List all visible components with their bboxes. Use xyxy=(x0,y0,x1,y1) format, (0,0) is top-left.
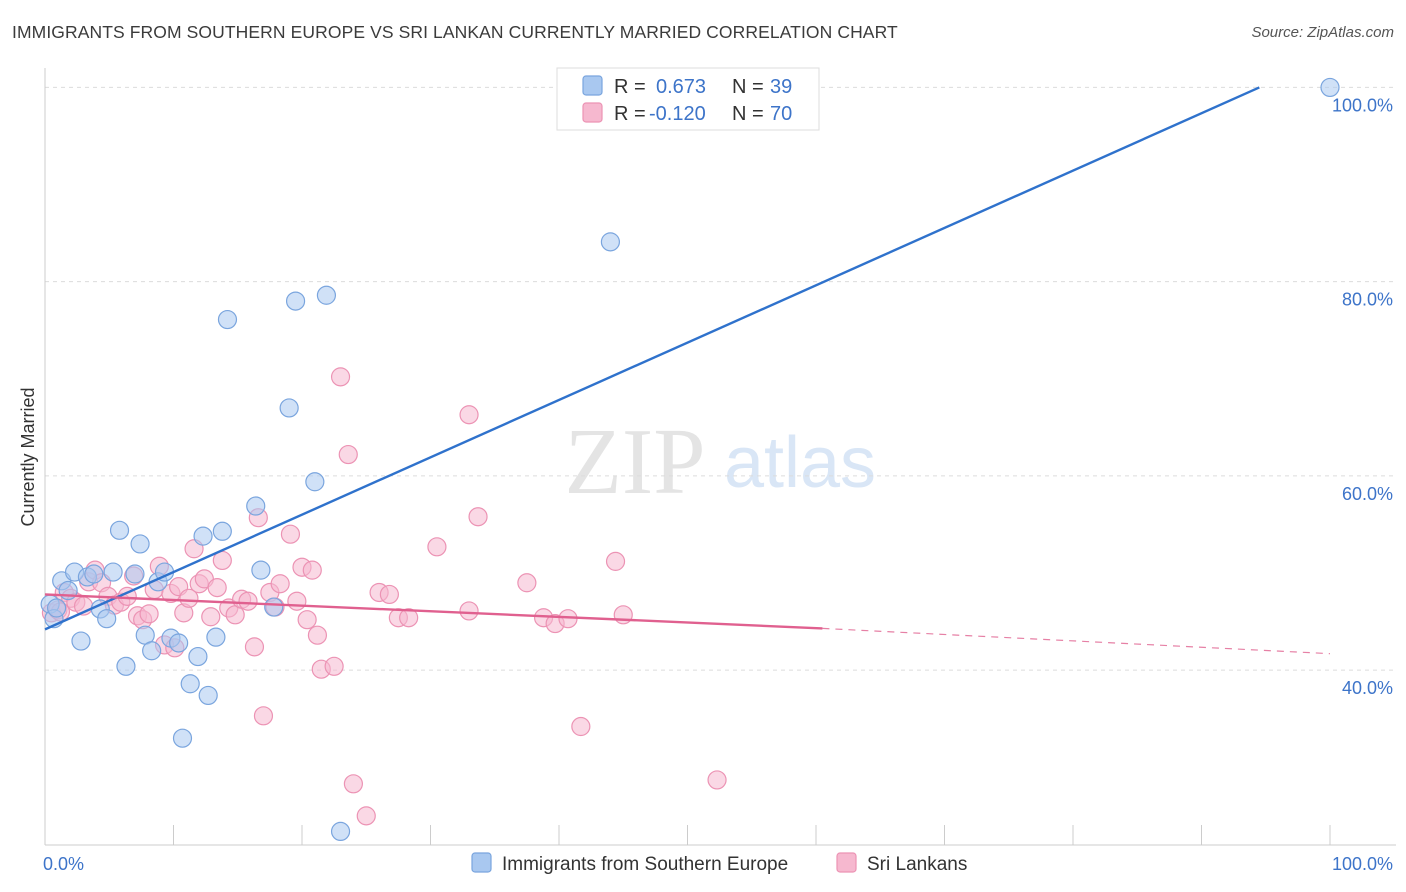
point-sri-lankan-51 xyxy=(343,774,363,794)
bottom-legend: Immigrants from Southern Europe Sri Lank… xyxy=(471,852,967,875)
point-southern-europe-8 xyxy=(84,564,104,584)
watermark-atlas: atlas xyxy=(724,423,876,503)
point-sri-lankan-34 xyxy=(238,591,258,611)
x-tick-labels: 0.0% 100.0% xyxy=(43,854,1393,874)
data-points xyxy=(40,77,1340,842)
top-legend-n-label-pink: N = xyxy=(732,103,764,125)
grid xyxy=(45,86,1396,671)
point-sri-lankan-29 xyxy=(207,578,227,598)
point-sri-lankan-35 xyxy=(244,637,265,657)
point-sri-lankan-40 xyxy=(270,574,290,594)
point-sri-lankan-24 xyxy=(179,588,199,608)
point-southern-europe-13 xyxy=(116,656,136,676)
point-southern-europe-31 xyxy=(251,560,271,580)
top-legend-n-value-pink: 70 xyxy=(770,103,792,125)
trend-line-southern-europe xyxy=(44,86,1260,631)
x-tick-label-1: 100.0% xyxy=(1332,854,1393,874)
watermark-zip: ZIP xyxy=(565,410,706,514)
point-sri-lankan-56 xyxy=(399,608,419,628)
top-legend-r-value-pink: -0.120 xyxy=(649,103,706,125)
point-sri-lankan-65 xyxy=(571,716,591,737)
point-southern-europe-14 xyxy=(125,564,145,584)
point-sri-lankan-49 xyxy=(330,367,351,387)
bottom-legend-label-blue: Immigrants from Southern Europe xyxy=(502,854,788,875)
top-legend-swatch-blue xyxy=(582,75,603,96)
point-sri-lankan-50 xyxy=(338,444,358,465)
point-southern-europe-24 xyxy=(188,646,208,667)
point-sri-lankan-66 xyxy=(605,551,626,571)
point-southern-europe-15 xyxy=(130,534,150,554)
point-sri-lankan-58 xyxy=(459,405,479,425)
point-southern-europe-27 xyxy=(206,627,226,647)
point-southern-europe-38 xyxy=(600,232,621,252)
point-southern-europe-12 xyxy=(109,520,130,540)
point-southern-europe-23 xyxy=(180,674,200,694)
point-southern-europe-21 xyxy=(169,633,189,653)
point-sri-lankan-41 xyxy=(280,524,301,544)
point-sri-lankan-42 xyxy=(287,591,307,611)
point-southern-europe-30 xyxy=(246,496,266,516)
point-southern-europe-25 xyxy=(193,526,213,546)
y-tick-labels: 40.0% 60.0% 80.0% 100.0% xyxy=(1332,95,1393,698)
point-southern-europe-11 xyxy=(103,562,123,582)
y-tick-label-1: 60.0% xyxy=(1342,484,1393,504)
point-sri-lankan-46 xyxy=(307,625,328,645)
point-southern-europe-29 xyxy=(217,309,238,330)
point-sri-lankan-16 xyxy=(139,604,159,624)
chart-source: Source: ZipAtlas.com xyxy=(1251,24,1394,41)
point-southern-europe-2 xyxy=(46,598,67,618)
axes xyxy=(44,68,1396,846)
point-southern-europe-6 xyxy=(71,631,91,651)
point-sri-lankan-60 xyxy=(459,601,479,621)
trend-line-sri-lankan xyxy=(44,593,823,630)
top-legend-r-value-blue: 0.673 xyxy=(656,76,706,98)
point-southern-europe-26 xyxy=(198,685,218,706)
point-southern-europe-33 xyxy=(279,398,299,418)
point-sri-lankan-28 xyxy=(201,607,221,627)
top-legend-r-label-pink: R = xyxy=(614,103,646,125)
point-sri-lankan-57 xyxy=(427,537,447,557)
point-southern-europe-22 xyxy=(172,728,193,748)
point-southern-europe-10 xyxy=(97,609,117,629)
y-tick-label-0: 40.0% xyxy=(1342,678,1393,698)
point-southern-europe-28 xyxy=(212,521,232,541)
point-sri-lankan-54 xyxy=(379,584,399,605)
bottom-legend-label-pink: Sri Lankans xyxy=(867,854,967,875)
bottom-legend-swatch-blue xyxy=(471,852,492,873)
point-sri-lankan-68 xyxy=(707,770,727,790)
point-southern-europe-36 xyxy=(316,285,337,305)
point-sri-lankan-48 xyxy=(324,656,344,676)
point-sri-lankan-52 xyxy=(356,806,376,826)
point-sri-lankan-37 xyxy=(253,706,274,726)
bottom-legend-swatch-pink xyxy=(836,852,857,873)
top-legend-n-label-blue: N = xyxy=(732,76,764,98)
point-sri-lankan-61 xyxy=(517,573,537,593)
point-southern-europe-37 xyxy=(330,821,351,842)
point-southern-europe-35 xyxy=(305,472,325,492)
point-southern-europe-39 xyxy=(1320,77,1340,98)
y-tick-label-2: 80.0% xyxy=(1342,290,1393,310)
point-southern-europe-17 xyxy=(142,641,162,661)
top-legend-r-label-blue: R = xyxy=(614,76,646,98)
y-axis-title: Currently Married xyxy=(18,387,38,526)
y-tick-label-3: 100.0% xyxy=(1332,95,1393,115)
point-sri-lankan-44 xyxy=(297,610,317,630)
top-legend-swatch-pink xyxy=(582,102,603,123)
point-sri-lankan-45 xyxy=(302,560,322,580)
top-legend: R = 0.673 N = 39 R = -0.120 N = 70 xyxy=(556,67,820,131)
top-legend-n-value-blue: 39 xyxy=(770,76,792,98)
point-southern-europe-32 xyxy=(264,597,284,617)
x-tick-label-0: 0.0% xyxy=(43,854,84,874)
point-southern-europe-34 xyxy=(285,291,306,311)
chart-title: IMMIGRANTS FROM SOUTHERN EUROPE VS SRI L… xyxy=(12,22,898,42)
point-sri-lankan-59 xyxy=(468,507,488,527)
trend-line-sri-lankan-extension xyxy=(822,627,1331,655)
trend-lines xyxy=(44,86,1331,655)
